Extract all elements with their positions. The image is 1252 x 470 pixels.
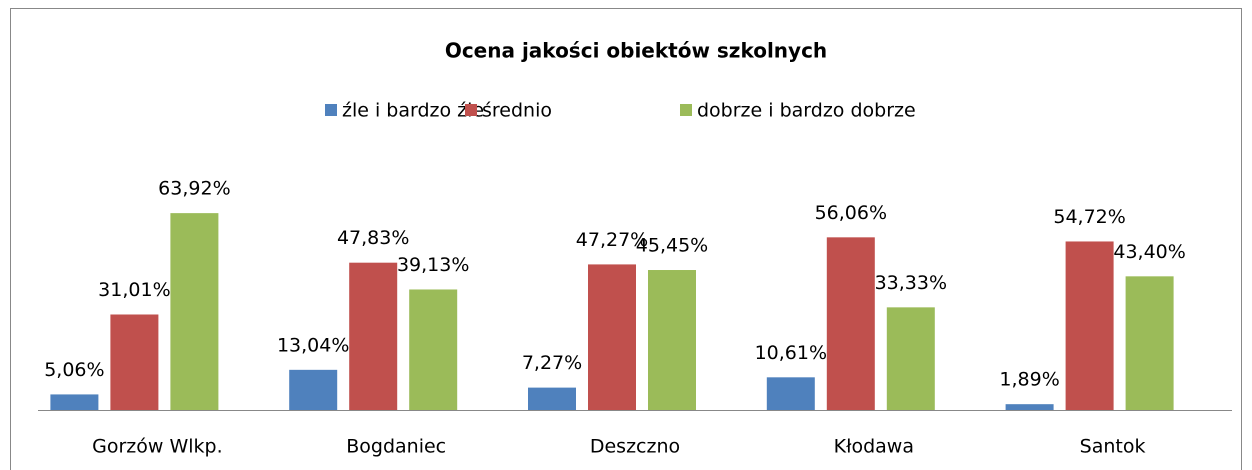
data-label: 7,27% [522, 352, 582, 374]
data-label: 43,40% [1113, 241, 1185, 263]
data-label: 54,72% [1053, 206, 1125, 228]
legend-swatch [680, 104, 692, 116]
bar [1065, 241, 1114, 410]
bar [50, 394, 99, 410]
bar [409, 289, 458, 410]
x-tick-label: Santok [1080, 436, 1146, 458]
legend-label: dobrze i bardzo dobrze [697, 100, 916, 122]
data-label: 5,06% [44, 359, 104, 381]
bar [1005, 404, 1054, 410]
x-tick-label: Bogdaniec [346, 436, 446, 458]
data-label: 47,27% [576, 229, 648, 251]
bar [528, 387, 576, 410]
data-label: 31,01% [98, 279, 170, 301]
data-label: 33,33% [875, 272, 947, 294]
bar [1125, 276, 1174, 410]
legend-swatch [465, 104, 477, 116]
data-label: 63,92% [158, 178, 230, 200]
data-label: 1,89% [999, 369, 1059, 391]
data-label: 10,61% [755, 342, 827, 364]
legend-swatch [325, 104, 337, 116]
bar [170, 213, 219, 410]
data-label: 13,04% [277, 334, 349, 356]
bar [349, 262, 398, 410]
chart-title: Ocena jakości obiektów szkolnych [445, 39, 827, 63]
bar [648, 270, 696, 410]
bar [588, 264, 636, 410]
x-tick-label: Kłodawa [834, 436, 914, 458]
x-tick-label: Gorzów Wlkp. [92, 436, 223, 458]
bar [886, 307, 935, 410]
data-label: 56,06% [815, 202, 887, 224]
data-label: 39,13% [397, 254, 469, 276]
data-label: 45,45% [636, 235, 708, 257]
legend-label: średnio [482, 100, 552, 122]
bar [826, 237, 875, 410]
bar [766, 377, 815, 410]
bar [110, 314, 159, 410]
bar [289, 369, 338, 410]
data-label: 47,83% [337, 227, 409, 249]
legend-label: źle i bardzo źle [342, 100, 484, 122]
x-tick-label: Deszczno [590, 436, 680, 458]
